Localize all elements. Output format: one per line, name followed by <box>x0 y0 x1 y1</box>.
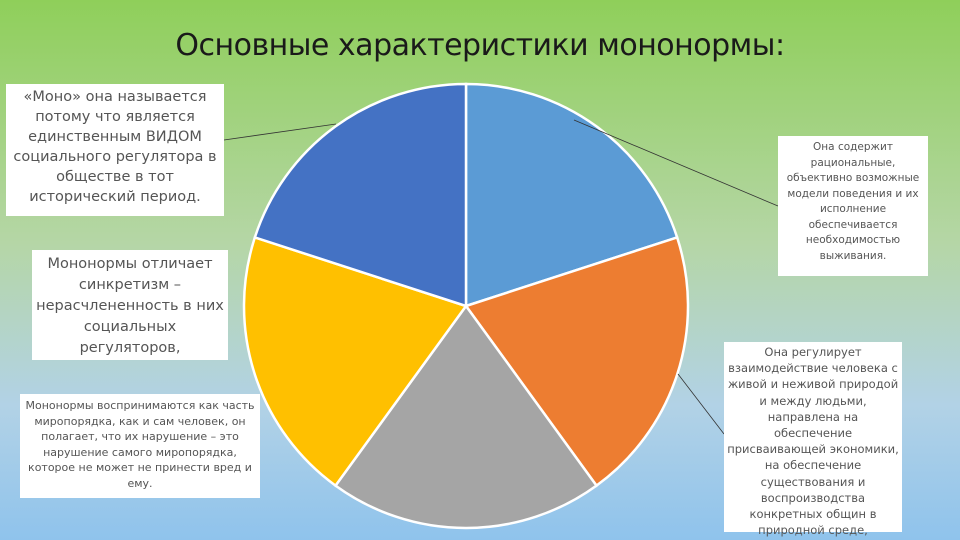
pie-slice-2 <box>463 235 690 488</box>
leader-line-4 <box>573 119 779 207</box>
leader-line-5 <box>677 373 725 435</box>
callout-world-order: Мононормы воспринимаются как часть мироп… <box>20 394 260 498</box>
leader-line-1 <box>223 123 337 141</box>
pie-slice-3 <box>333 303 599 530</box>
slide-title: Основные характеристики мононормы: <box>175 28 785 63</box>
pie-slice-1 <box>464 82 679 308</box>
pie-slice-5 <box>253 82 468 308</box>
callout-mono-definition: «Моно» она называется потому что являетс… <box>6 84 224 216</box>
callout-rational-models: Она содержит рациональные, объективно во… <box>778 136 928 276</box>
pie-slice-4 <box>242 235 469 488</box>
callout-syncretism: Мононормы отличает синкретизм – нерасчле… <box>32 250 228 360</box>
callout-regulation: Она регулирует взаимодействие человека с… <box>724 342 902 537</box>
